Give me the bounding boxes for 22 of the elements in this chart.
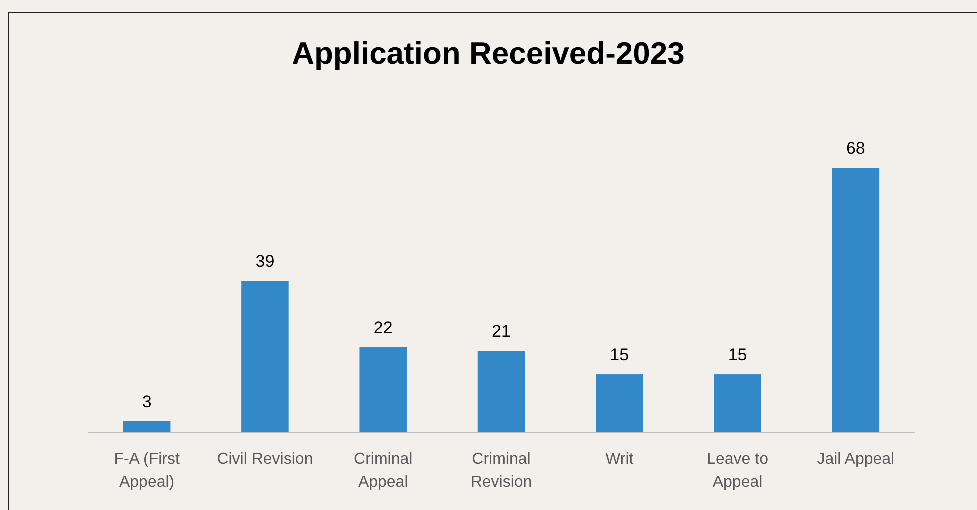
x-tick-label: Leave to Appeal: [707, 451, 769, 491]
bar: [242, 281, 289, 433]
data-label: 3: [142, 392, 152, 412]
data-label: 21: [492, 322, 511, 342]
x-tick-label: Criminal Revision: [470, 451, 532, 491]
bar: [596, 374, 644, 433]
bar: [832, 168, 880, 433]
x-tick-label: Criminal Appeal: [354, 451, 413, 491]
bar: [478, 351, 526, 433]
bar: [360, 347, 407, 433]
data-label: 15: [610, 346, 630, 365]
bar: [123, 421, 171, 433]
data-label: 68: [846, 139, 866, 158]
x-tick-label: Jail Appeal: [817, 451, 895, 468]
data-label: 39: [256, 252, 275, 272]
x-tick-label: F-A (First Appeal): [114, 451, 181, 491]
data-label: 15: [728, 346, 748, 365]
bar: [714, 374, 762, 433]
chart-title: Application Received-2023: [292, 36, 685, 71]
data-label: 22: [374, 318, 393, 338]
x-tick-label: Civil Revision: [217, 451, 314, 468]
x-tick-label: Writ: [606, 451, 634, 468]
